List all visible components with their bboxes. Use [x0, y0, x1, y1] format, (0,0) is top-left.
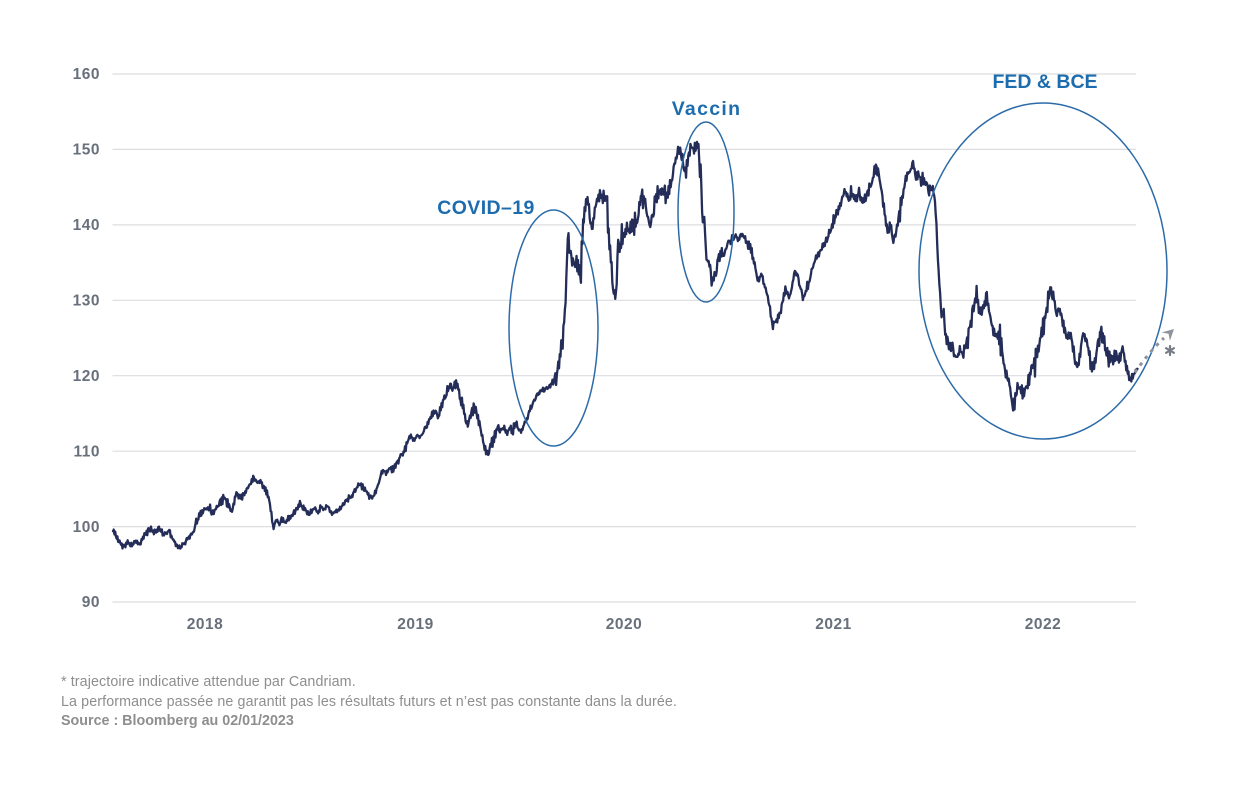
- svg-text:2018: 2018: [187, 616, 223, 633]
- svg-text:Source : Bloomberg au 02/01/20: Source : Bloomberg au 02/01/2023: [61, 713, 294, 729]
- svg-text:160: 160: [73, 66, 100, 83]
- svg-text:2019: 2019: [397, 616, 433, 633]
- svg-text:130: 130: [73, 293, 100, 310]
- svg-text:140: 140: [73, 217, 100, 234]
- svg-text:2020: 2020: [606, 616, 642, 633]
- svg-text:Vaccin: Vaccin: [672, 98, 742, 120]
- svg-text:La performance passée ne garan: La performance passée ne garantit pas le…: [61, 694, 677, 710]
- svg-text:150: 150: [73, 142, 100, 159]
- svg-text:COVID–19: COVID–19: [437, 197, 535, 219]
- svg-text:* trajectoire indicative atten: * trajectoire indicative attendue par Ca…: [61, 674, 356, 690]
- svg-text:90: 90: [82, 594, 100, 611]
- svg-text:2022: 2022: [1025, 616, 1061, 633]
- svg-text:120: 120: [73, 368, 100, 385]
- svg-text:2021: 2021: [815, 616, 851, 633]
- svg-text:110: 110: [73, 443, 100, 460]
- svg-text:100: 100: [73, 519, 100, 536]
- svg-text:FED & BCE: FED & BCE: [992, 71, 1097, 93]
